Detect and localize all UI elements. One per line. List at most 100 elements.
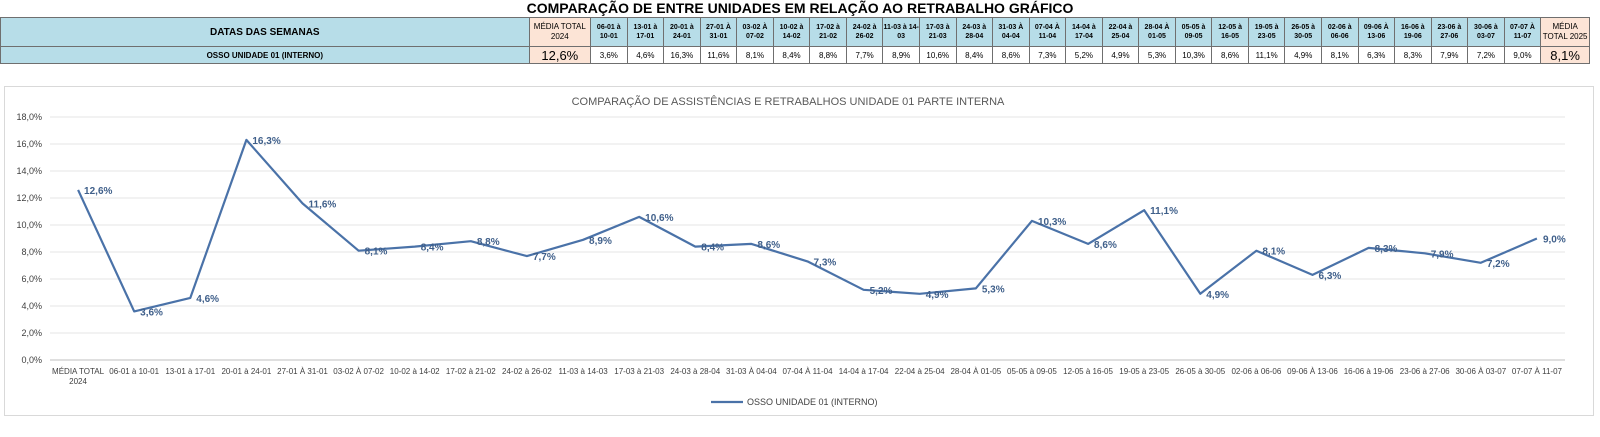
chart-title: COMPARAÇÃO DE ASSISTÊNCIAS E RETRABALHOS… bbox=[572, 95, 1005, 108]
week-value: 7,9% bbox=[1430, 46, 1469, 64]
x-tick-label: 27-01 À 31-01 bbox=[277, 367, 328, 376]
y-tick-label: 0,0% bbox=[21, 355, 42, 365]
x-tick-label: 30-06 À 03-07 bbox=[1455, 367, 1506, 376]
week-header: 16-06 à 19-06 bbox=[1394, 17, 1432, 47]
x-tick-label: 02-06 à 06-06 bbox=[1231, 367, 1281, 376]
x-tick-label: 11-03 à 14-03 bbox=[558, 367, 608, 376]
data-labels: 12,6% 3,6% 4,6% 16,3% 11,6% 8,1% 8,4% 8,8% 7,7% 8… bbox=[84, 136, 1566, 318]
y-tick-label: 14,0% bbox=[16, 166, 42, 176]
data-label: 8,1% bbox=[1262, 247, 1285, 258]
x-tick-label: 09-06 À 13-06 bbox=[1287, 367, 1338, 376]
x-tick-label: 17-03 à 21-03 bbox=[614, 367, 664, 376]
data-label: 11,1% bbox=[1150, 206, 1178, 217]
week-value: 8,1% bbox=[736, 46, 774, 64]
x-tick-label: 07-04 À 11-04 bbox=[782, 367, 833, 376]
week-header: 11-03 à 14-03 bbox=[882, 17, 920, 47]
data-label: 7,2% bbox=[1487, 259, 1510, 270]
x-tick-label: 24-03 à 28-04 bbox=[670, 367, 720, 376]
x-tick-label: 28-04 À 01-05 bbox=[950, 367, 1001, 376]
avg-2025-header: MÉDIA TOTAL 2025 bbox=[1540, 17, 1590, 47]
week-header: 17-02 à 21-02 bbox=[809, 17, 847, 47]
x-tick-label: 23-06 à 27-06 bbox=[1400, 367, 1450, 376]
x-tick-label: 16-06 à 19-06 bbox=[1344, 367, 1394, 376]
x-axis-ticks: MÉDIA TOTAL 2024 06-01 à 10-01 13-01 à 17-0… bbox=[52, 367, 1563, 386]
week-header: 09-06 À 13-06 bbox=[1357, 17, 1396, 47]
x-tick-label: 10-02 à 14-02 bbox=[390, 367, 440, 376]
data-label: 7,9% bbox=[1431, 249, 1454, 260]
week-header: 10-02 à 14-02 bbox=[772, 17, 811, 47]
y-tick-label: 18,0% bbox=[16, 112, 42, 122]
week-header: 19-05 à 23-05 bbox=[1247, 17, 1286, 47]
y-tick-label: 4,0% bbox=[21, 301, 42, 311]
week-header: 12-05 à 16-05 bbox=[1211, 17, 1249, 47]
week-header: 17-03 à 21-03 bbox=[918, 17, 957, 47]
x-tick-label: 06-01 à 10-01 bbox=[109, 367, 159, 376]
week-header: 13-01 à 17-01 bbox=[626, 17, 665, 47]
y-axis-ticks: 0,0% 2,0% 4,0% 6,0% 8,0% 10,0% 12,0% 14,0% 16,0%… bbox=[16, 112, 42, 365]
data-label: 8,1% bbox=[365, 247, 388, 258]
series-line bbox=[77, 138, 1538, 313]
data-label: 5,2% bbox=[870, 286, 893, 297]
week-header: 14-04 à 17-04 bbox=[1065, 17, 1103, 47]
row-header-label: DATAS DAS SEMANAS bbox=[0, 17, 530, 47]
table-header-row: DATAS DAS SEMANAS MÉDIA TOTAL 2024 06-01… bbox=[0, 17, 1590, 47]
week-header: 20-01 à 24-01 bbox=[663, 17, 701, 47]
data-label: 8,4% bbox=[421, 243, 444, 254]
avg-2025-value: 8,1% bbox=[1540, 46, 1590, 64]
data-label: 7,3% bbox=[814, 257, 837, 268]
week-value: 11,6% bbox=[699, 46, 738, 64]
week-header: 05-05 à 09-05 bbox=[1174, 17, 1213, 47]
x-tick-label: 20-01 à 24-01 bbox=[221, 367, 271, 376]
x-tick-label: 26-05 à 30-05 bbox=[1175, 367, 1225, 376]
x-tick-label: 31-03 À 04-04 bbox=[726, 367, 777, 376]
week-value: 9,0% bbox=[1503, 46, 1542, 64]
week-value: 4,9% bbox=[1284, 46, 1322, 64]
x-tick-label: 22-04 à 25-04 bbox=[895, 367, 945, 376]
week-value: 16,3% bbox=[663, 46, 701, 64]
week-value: 3,6% bbox=[590, 46, 628, 64]
week-header: 22-04 à 25-04 bbox=[1101, 17, 1140, 47]
week-header: 24-02 à 26-02 bbox=[845, 17, 884, 47]
week-value: 5,3% bbox=[1138, 46, 1176, 64]
data-label: 12,6% bbox=[84, 186, 112, 197]
week-value: 8,6% bbox=[1211, 46, 1249, 64]
week-value: 8,1% bbox=[1320, 46, 1359, 64]
week-value: 8,8% bbox=[809, 46, 847, 64]
y-tick-label: 6,0% bbox=[21, 274, 42, 284]
data-label: 3,6% bbox=[140, 307, 163, 318]
week-value: 5,2% bbox=[1065, 46, 1103, 64]
data-label: 8,3% bbox=[1375, 244, 1398, 255]
sheet-title: COMPARAÇÃO DE ENTRE UNIDADES EM RELAÇÃO … bbox=[526, 0, 1074, 16]
data-label: 4,6% bbox=[196, 294, 219, 305]
data-label: 11,6% bbox=[309, 199, 337, 210]
x-tick-label: 07-07 À 11-07 bbox=[1512, 367, 1563, 376]
week-value: 8,4% bbox=[772, 46, 811, 64]
data-label: 4,9% bbox=[926, 290, 949, 301]
week-value: 4,6% bbox=[626, 46, 665, 64]
x-tick-label: MÉDIA TOTAL 2024 bbox=[52, 367, 105, 386]
week-header: 27-01 À 31-01 bbox=[699, 17, 738, 47]
week-value: 6,3% bbox=[1357, 46, 1396, 64]
week-header: 23-06 à 27-06 bbox=[1430, 17, 1469, 47]
data-label: 9,0% bbox=[1543, 235, 1566, 246]
avg-2024-value: 12,6% bbox=[528, 46, 592, 64]
gridlines bbox=[50, 116, 1565, 361]
week-header: 31-03 À 04-04 bbox=[992, 17, 1030, 47]
x-tick-label: 14-04 à 17-04 bbox=[839, 367, 889, 376]
series-group bbox=[77, 138, 1538, 313]
week-value: 8,9% bbox=[882, 46, 920, 64]
line-chart: COMPARAÇÃO DE ASSISTÊNCIAS E RETRABALHOS… bbox=[16, 95, 1566, 407]
week-value: 8,3% bbox=[1394, 46, 1432, 64]
data-label: 10,3% bbox=[1038, 217, 1066, 228]
avg-2024-header: MÉDIA TOTAL 2024 bbox=[528, 17, 592, 47]
data-label: 4,9% bbox=[1206, 290, 1229, 301]
week-header: 07-07 À 11-07 bbox=[1503, 17, 1542, 47]
week-header: 28-04 À 01-05 bbox=[1138, 17, 1176, 47]
data-label: 8,8% bbox=[477, 237, 500, 248]
y-tick-label: 16,0% bbox=[16, 139, 42, 149]
week-value: 8,4% bbox=[955, 46, 994, 64]
week-header: 26-05 à 30-05 bbox=[1284, 17, 1322, 47]
chart-area: COMPARAÇÃO DE ASSISTÊNCIAS E RETRABALHOS… bbox=[4, 86, 1594, 416]
y-tick-label: 2,0% bbox=[21, 328, 42, 338]
y-tick-label: 8,0% bbox=[21, 247, 42, 257]
